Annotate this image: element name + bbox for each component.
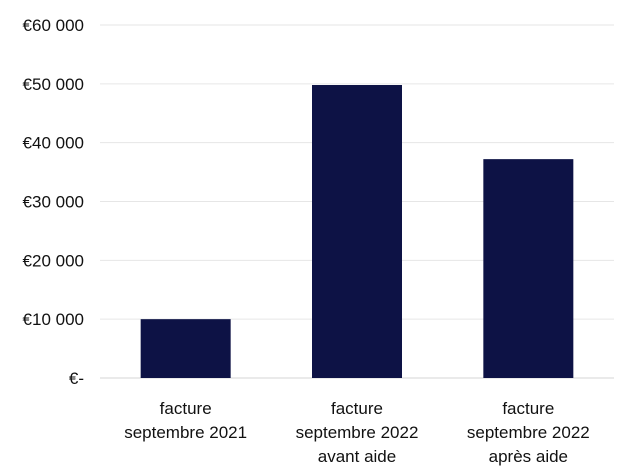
y-tick-label: €50 000 xyxy=(23,75,84,94)
y-tick-label: €20 000 xyxy=(23,251,84,270)
y-tick-label: €30 000 xyxy=(23,193,84,212)
y-tick-label: €10 000 xyxy=(23,310,84,329)
category-label-line: septembre 2022 xyxy=(296,423,419,442)
bar xyxy=(312,85,402,378)
category-label: facture septembre 2021 xyxy=(124,399,247,442)
x-axis-category-labels: facture septembre 2021 facture septembre 20… xyxy=(124,399,590,466)
bar xyxy=(140,319,231,378)
category-label-line: facture xyxy=(502,399,554,418)
category-label: facture septembre 2022 avant aide xyxy=(296,399,419,466)
bar xyxy=(483,159,574,378)
category-label-line: septembre 2021 xyxy=(124,423,247,442)
y-tick-label: €60 000 xyxy=(23,16,84,35)
y-tick-label: €40 000 xyxy=(23,134,84,153)
category-label-line: facture xyxy=(160,399,212,418)
y-axis-tick-labels: €- €10 000 €20 000 €30 000 €40 000 €50 000 €60… xyxy=(23,16,84,388)
category-label-line: septembre 2022 xyxy=(467,423,590,442)
category-label-line: après aide xyxy=(489,447,568,466)
category-label-line: avant aide xyxy=(318,447,396,466)
y-tick-label: €- xyxy=(69,369,84,388)
category-label: facture septembre 2022 après aide xyxy=(467,399,590,466)
category-label-line: facture xyxy=(331,399,383,418)
bars xyxy=(140,85,574,378)
